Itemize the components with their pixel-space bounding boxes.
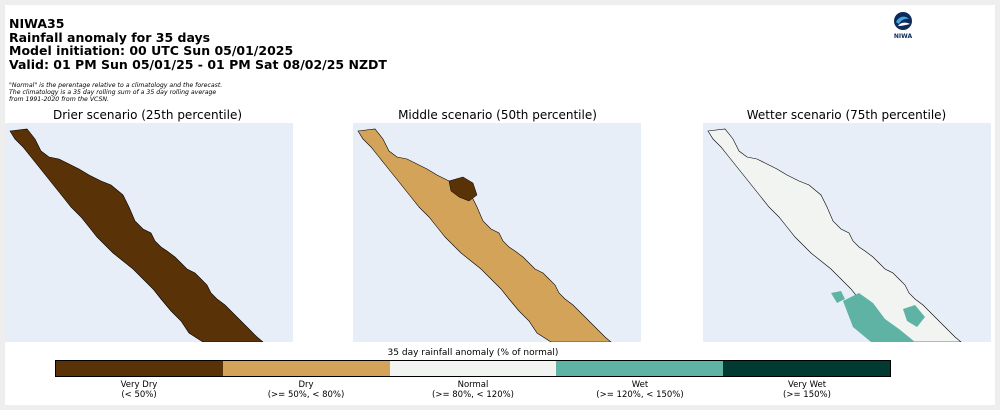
category-name: Wet [631, 380, 649, 390]
map-wetter-svg [707, 128, 962, 342]
map-drier-svg [9, 128, 264, 342]
model-initiation: Model initiation: 00 UTC Sun 05/01/2025 [9, 43, 294, 59]
figure-header: NIWA35 Rainfall anomaly for 35 days Mode… [9, 17, 387, 71]
category-range: (>= 50%, < 80%) [267, 390, 345, 400]
wet-patch [843, 293, 915, 342]
normal-definition-note: "Normal" is the perentage relative to a … [9, 82, 223, 103]
wet-patch-3 [831, 291, 845, 303]
colorbar-label-wet: Wet (>= 120%, < 150%) [556, 380, 724, 400]
colorbar-segment-very-dry [56, 361, 223, 376]
map-middle-svg [357, 128, 612, 342]
colorbar-label-normal: Normal (>= 80%, < 120%) [389, 380, 557, 400]
colorbar [55, 360, 891, 377]
category-range: (>= 120%, < 150%) [596, 390, 684, 400]
category-name: Very Wet [787, 380, 827, 390]
category-name: Dry [298, 380, 314, 390]
colorbar-segment-wet [556, 361, 724, 376]
map-panel-middle [353, 123, 641, 342]
category-name: Normal [457, 380, 489, 390]
figure-title: Rainfall anomaly for 35 days [9, 29, 211, 45]
panel-title-wetter: Wetter scenario (75th percentile) [746, 108, 947, 122]
map-panel-wetter [703, 123, 991, 342]
colorbar-title: 35 day rainfall anomaly (% of normal) [387, 348, 559, 358]
northland-inlet [125, 183, 139, 197]
colorbar-segment-dry [222, 361, 390, 376]
northland-landmass [707, 128, 962, 342]
panel-title-middle: Middle scenario (50th percentile) [398, 108, 597, 122]
wet-patch-2 [903, 305, 925, 327]
logo-text: NIWA [893, 33, 913, 40]
category-range: (>= 80%, < 120%) [432, 390, 514, 400]
colorbar-label-dry: Dry (>= 50%, < 80%) [222, 380, 390, 400]
model-name: NIWA35 [9, 16, 65, 31]
colorbar-segment-very-wet [723, 361, 890, 376]
panel-title-drier: Drier scenario (25th percentile) [52, 108, 243, 122]
colorbar-label-very-dry: Very Dry (< 50%) [55, 380, 223, 400]
category-name: Very Dry [120, 380, 158, 390]
colorbar-label-very-wet: Very Wet (>= 150%) [723, 380, 891, 400]
valid-period: Valid: 01 PM Sun 05/01/25 - 01 PM Sat 08… [9, 56, 387, 72]
northland-landmass [357, 128, 612, 342]
niwa-logo-icon [894, 12, 912, 30]
niwa-logo: NIWA [890, 10, 916, 44]
category-range: (< 50%) [121, 390, 157, 400]
very-dry-patch [448, 176, 478, 202]
colorbar-segment-normal [389, 361, 557, 376]
category-range: (>= 150%) [783, 390, 831, 400]
northland-landmass [9, 128, 264, 342]
map-panel-drier [5, 123, 293, 342]
